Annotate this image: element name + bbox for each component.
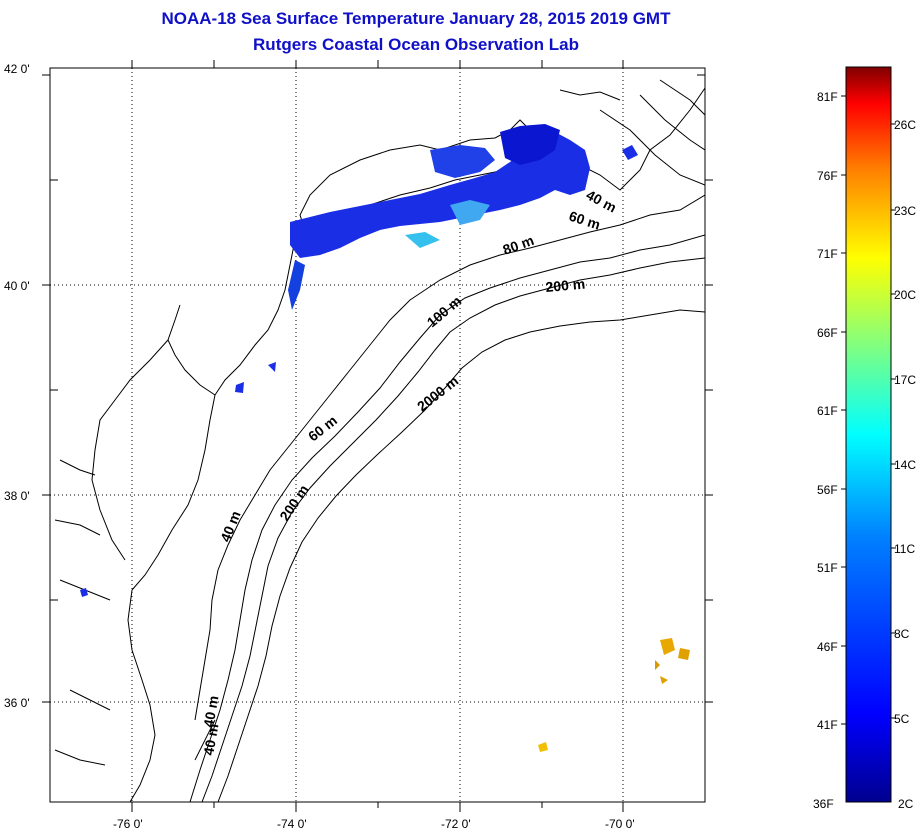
colorbar-c-label: 20C	[894, 288, 916, 302]
colorbar-c-label: 23C	[894, 204, 916, 218]
colorbar-c-label: 11C	[894, 542, 915, 556]
colorbar-f-label: 81F	[817, 90, 838, 104]
colorbar-f-label: 76F	[817, 169, 838, 183]
colorbar-f-label: 46F	[817, 640, 838, 654]
colorbar-f-label: 71F	[817, 247, 838, 261]
contour-label: 200 m	[545, 276, 586, 295]
map-subtitle: Rutgers Coastal Ocean Observation Lab	[253, 35, 579, 54]
lat-label: 38 0'	[4, 489, 30, 503]
colorbar-c-label: 26C	[894, 118, 916, 132]
lon-label: -74 0'	[277, 817, 307, 831]
sst-data	[80, 124, 690, 752]
bathymetry-contours	[189, 79, 705, 802]
lat-label: 36 0'	[4, 696, 30, 710]
colorbar-c-label: 17C	[894, 373, 916, 387]
colorbar-c-label: 5C	[894, 712, 910, 726]
lat-label: 40 0'	[4, 279, 30, 293]
contour-label: 40 m	[200, 694, 221, 728]
contour-label: 40 m	[200, 722, 221, 756]
colorbar-c-label: 2C	[898, 797, 914, 811]
colorbar-f-label: 61F	[817, 404, 838, 418]
colorbar-f-label: 41F	[817, 718, 838, 732]
colorbar-c-label: 14C	[894, 458, 916, 472]
lon-label: -76 0'	[113, 817, 143, 831]
colorbar-f-label: 66F	[817, 326, 838, 340]
colorbar-f-label: 56F	[817, 483, 838, 497]
colorbar-c-label: 8C	[894, 627, 910, 641]
colorbar-f-label: 36F	[813, 797, 834, 811]
axis-ticks	[42, 60, 713, 812]
lat-label: 42 0'	[4, 62, 30, 76]
map-frame	[49, 67, 706, 803]
map-title: NOAA-18 Sea Surface Temperature January …	[161, 9, 671, 28]
colorbar	[845, 66, 892, 803]
lon-label: -72 0'	[441, 817, 471, 831]
lon-label: -70 0'	[605, 817, 635, 831]
colorbar-ticks	[841, 95, 896, 725]
colorbar-f-label: 51F	[817, 561, 838, 575]
